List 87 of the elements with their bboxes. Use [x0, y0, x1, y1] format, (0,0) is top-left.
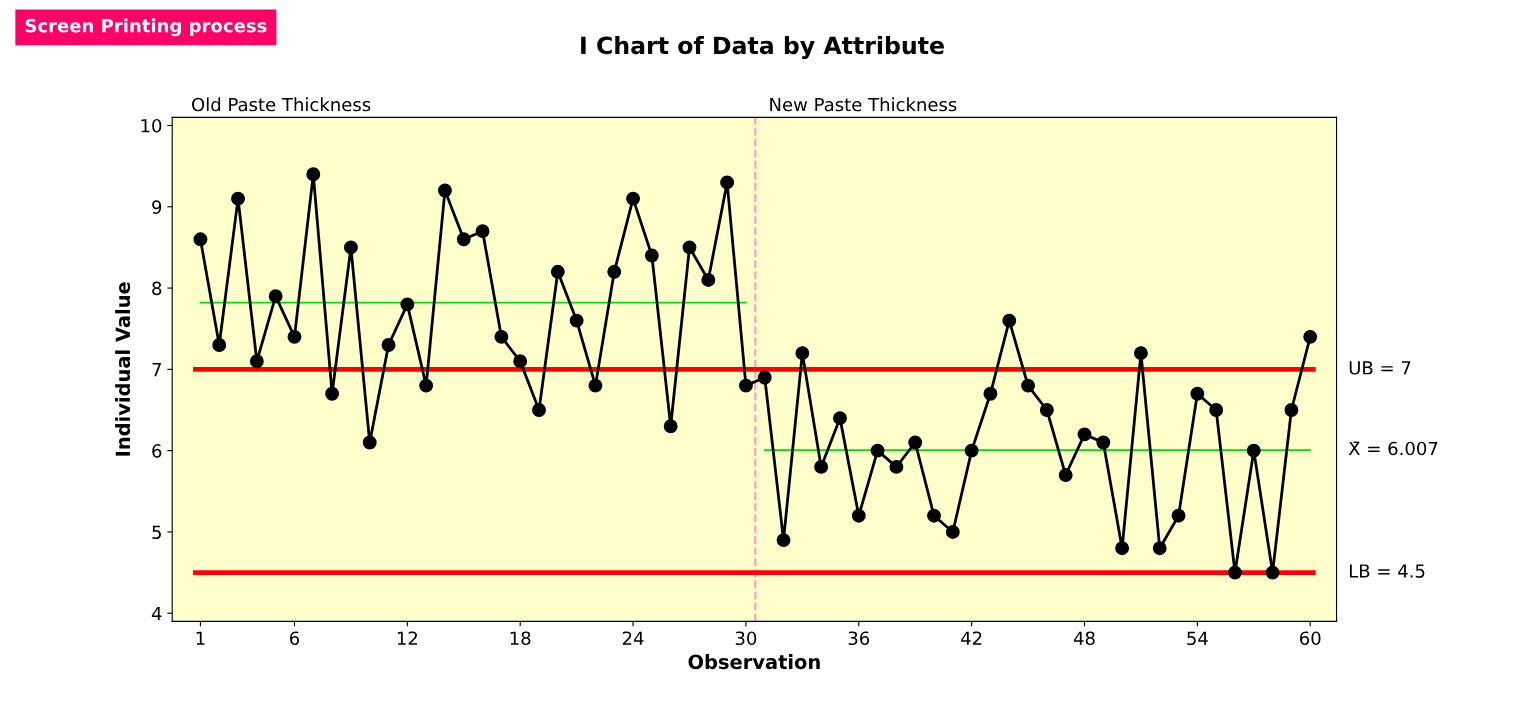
point	[362, 435, 377, 450]
point	[1096, 435, 1111, 450]
point	[626, 191, 641, 206]
point	[851, 508, 866, 523]
point	[776, 533, 791, 548]
point	[381, 338, 396, 352]
x-tick-label: 12	[397, 631, 418, 645]
y-tick-label: 7	[152, 363, 161, 377]
point	[419, 378, 434, 393]
x-tick-label: 42	[961, 631, 982, 645]
point	[1303, 329, 1318, 344]
point	[306, 167, 321, 182]
point	[701, 272, 716, 287]
point	[1284, 403, 1299, 417]
point	[1190, 386, 1205, 401]
point	[644, 248, 659, 263]
x-axis-title: Observation	[688, 654, 820, 670]
point	[550, 264, 565, 279]
point	[927, 508, 941, 523]
x-tick-label: 36	[848, 631, 870, 646]
point	[814, 459, 829, 474]
y-tick-label: 5	[152, 525, 161, 540]
point	[983, 386, 998, 401]
point	[343, 240, 358, 255]
point	[1077, 427, 1092, 442]
point	[833, 411, 847, 426]
x-tick-label: 1	[196, 631, 205, 645]
point	[268, 289, 283, 304]
point	[1039, 403, 1054, 417]
point	[1171, 508, 1186, 523]
point	[1209, 403, 1224, 417]
point	[532, 403, 546, 417]
ref-line-label: UB = 7	[1349, 361, 1411, 375]
point	[1228, 565, 1242, 580]
y-axis-title: Individual Value	[115, 282, 131, 456]
point	[513, 354, 528, 369]
point	[475, 224, 490, 239]
point	[908, 435, 923, 450]
chart-subtitle: Screen Printing process	[25, 18, 267, 37]
point	[569, 313, 584, 328]
point	[682, 240, 697, 255]
point	[287, 329, 302, 344]
point	[1115, 541, 1130, 556]
point	[438, 183, 452, 198]
point	[607, 264, 622, 279]
point	[588, 378, 603, 393]
point	[494, 329, 509, 344]
point	[1133, 346, 1148, 361]
point	[964, 443, 979, 458]
x-tick-label: 6	[289, 631, 300, 646]
point	[249, 354, 264, 369]
text: New Paste Thickness	[770, 97, 957, 112]
point	[1058, 468, 1073, 482]
y-tick-label: 8	[152, 281, 162, 296]
point	[738, 378, 753, 393]
point	[945, 524, 960, 539]
text: X̄ = 6.007	[1348, 441, 1438, 456]
point	[212, 338, 227, 352]
x-tick-label: 18	[510, 631, 531, 646]
point	[1152, 541, 1167, 556]
x-tick-label: 54	[1187, 631, 1208, 646]
point	[870, 443, 885, 458]
text: Old Paste Thickness	[192, 97, 371, 112]
y-tick-label: 6	[152, 444, 162, 458]
point	[795, 346, 810, 361]
point	[1002, 313, 1017, 328]
point	[231, 191, 245, 206]
point	[889, 459, 904, 474]
point	[456, 232, 471, 247]
point	[757, 370, 772, 385]
chart-title: I Chart of Data by Attribute	[581, 36, 944, 60]
ref-line-label: LB = 4.5	[1349, 564, 1425, 578]
y-tick-label: 9	[152, 200, 162, 214]
y-tick-label: 10	[141, 118, 162, 133]
x-tick-label: 30	[735, 631, 757, 646]
point	[1021, 378, 1036, 393]
point	[720, 175, 735, 190]
point	[400, 297, 415, 312]
x-tick-label: 60	[1299, 631, 1321, 646]
x-tick-label: 24	[622, 631, 644, 645]
y-tick-label: 4	[151, 606, 162, 621]
x-tick-label: 48	[1073, 631, 1095, 646]
point	[1265, 565, 1280, 580]
point	[1246, 443, 1261, 458]
point	[663, 419, 678, 434]
point	[325, 386, 340, 401]
point	[193, 232, 208, 247]
